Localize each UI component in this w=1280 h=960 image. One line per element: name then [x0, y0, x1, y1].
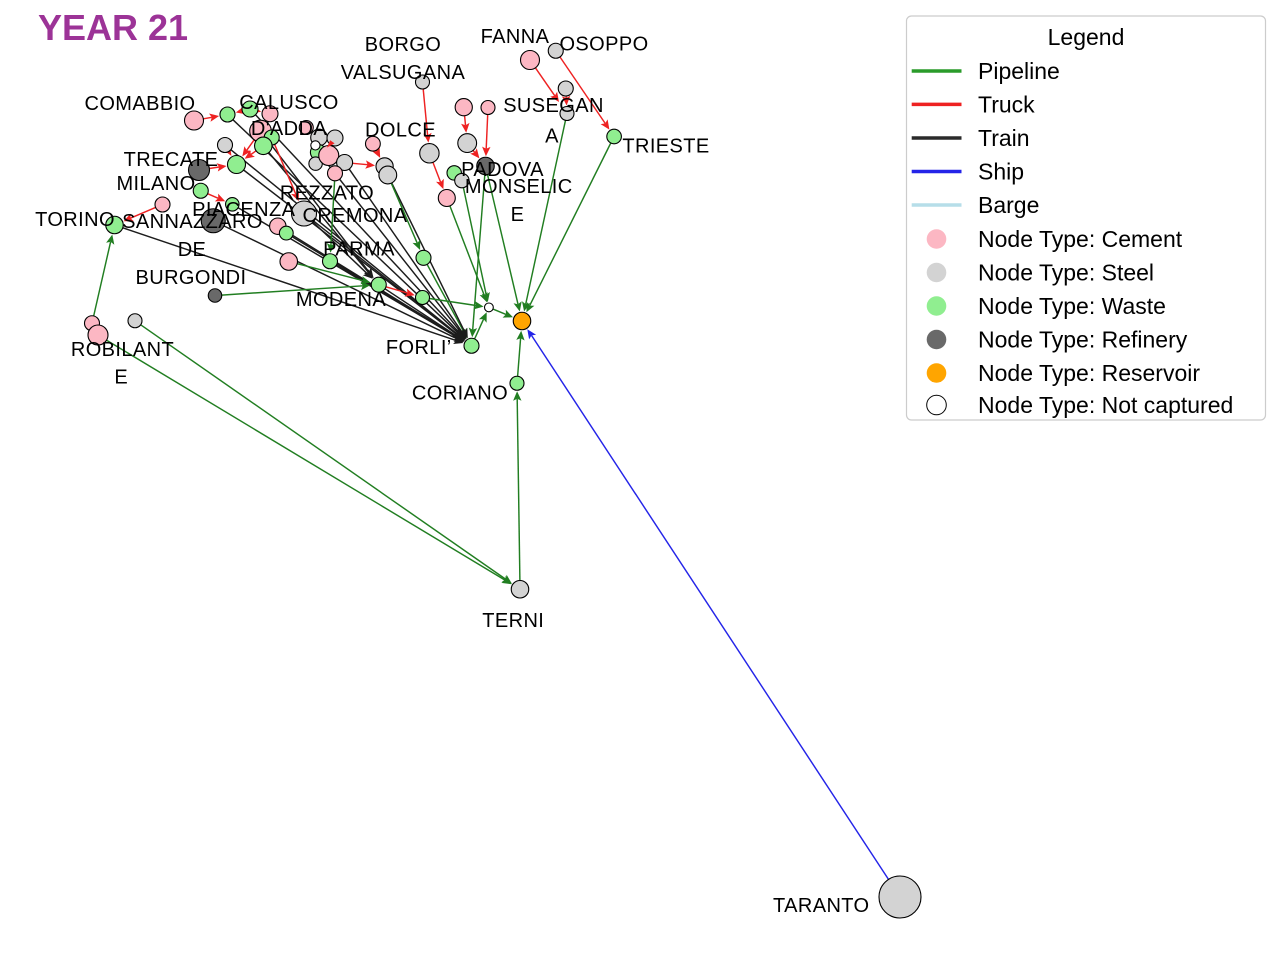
svg-text:FORLI’: FORLI’	[386, 337, 452, 359]
svg-text:TARANTO: TARANTO	[773, 895, 870, 917]
svg-text:MILANO: MILANO	[116, 173, 195, 195]
svg-text:Legend: Legend	[1048, 24, 1125, 50]
svg-text:MONSELIC: MONSELIC	[465, 176, 573, 198]
svg-text:TRIESTE: TRIESTE	[622, 136, 709, 158]
svg-text:COMABBIO: COMABBIO	[85, 93, 196, 115]
svg-text:Node Type: Waste: Node Type: Waste	[978, 293, 1166, 319]
svg-text:Ship: Ship	[978, 159, 1024, 185]
svg-text:MODENA: MODENA	[296, 289, 386, 311]
svg-text:Node Type: Cement: Node Type: Cement	[978, 226, 1183, 252]
svg-text:Node Type: Refinery: Node Type: Refinery	[978, 327, 1188, 353]
svg-text:Node Type: Not captured: Node Type: Not captured	[978, 392, 1233, 418]
svg-text:ROBILANT: ROBILANT	[71, 339, 174, 361]
svg-text:CREMONA: CREMONA	[302, 205, 407, 227]
svg-text:E: E	[511, 204, 525, 226]
svg-text:TERNI: TERNI	[482, 610, 544, 632]
svg-text:FANNA: FANNA	[481, 26, 550, 48]
svg-text:OSOPPO: OSOPPO	[559, 34, 648, 56]
svg-text:BORGO: BORGO	[365, 34, 441, 56]
svg-text:DE: DE	[178, 239, 207, 261]
svg-text:PARMA: PARMA	[323, 239, 395, 261]
svg-text:Barge: Barge	[978, 192, 1039, 218]
svg-text:Truck: Truck	[978, 91, 1035, 117]
svg-text:A: A	[545, 126, 559, 148]
svg-text:BURGONDI: BURGONDI	[136, 267, 247, 289]
svg-text:SANNAZZARO: SANNAZZARO	[122, 211, 263, 233]
svg-text:E: E	[114, 367, 128, 389]
svg-text:SUSEGAN: SUSEGAN	[503, 95, 604, 117]
svg-text:CALUSCO: CALUSCO	[239, 92, 339, 114]
svg-text:Pipeline: Pipeline	[978, 58, 1060, 84]
svg-text:D'ADDA: D'ADDA	[251, 118, 327, 140]
svg-text:TRECATE: TRECATE	[124, 149, 219, 171]
svg-text:DOLCE: DOLCE	[365, 120, 436, 142]
svg-text:PIACENZA: PIACENZA	[192, 199, 295, 221]
svg-text:TORINO: TORINO	[35, 209, 115, 231]
svg-text:CORIANO: CORIANO	[412, 383, 508, 405]
svg-text:VALSUGANA: VALSUGANA	[341, 62, 466, 84]
svg-text:Node Type: Steel: Node Type: Steel	[978, 260, 1154, 286]
svg-text:Node Type: Reservoir: Node Type: Reservoir	[978, 360, 1200, 386]
svg-text:REZZATO: REZZATO	[280, 183, 374, 205]
svg-text:PADOVA: PADOVA	[461, 159, 544, 181]
svg-text:Train: Train	[978, 125, 1030, 151]
